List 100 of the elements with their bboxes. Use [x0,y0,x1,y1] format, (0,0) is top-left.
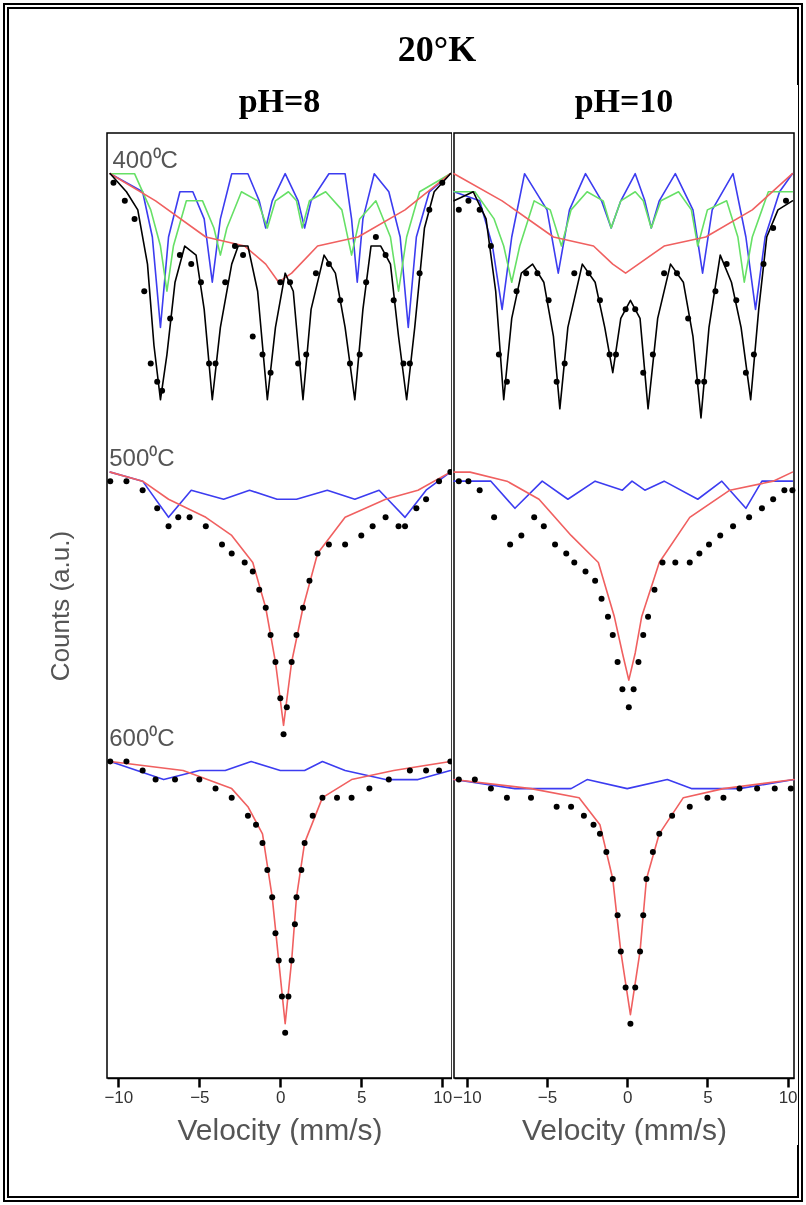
point [123,478,130,485]
point [789,487,796,494]
text: 20°K [396,28,478,70]
point [582,568,589,575]
point [672,559,679,566]
point [382,252,389,259]
point [604,613,611,620]
point [267,631,274,638]
point [406,360,413,367]
point [630,686,637,693]
point [436,478,443,485]
series-label: 500⁰C [109,444,175,472]
point [147,360,154,367]
point [395,523,402,530]
point [487,243,494,250]
point [606,351,613,358]
point [592,577,599,584]
point [400,360,407,367]
point [346,360,353,367]
point [717,532,724,539]
point [585,270,592,277]
point [455,776,462,783]
point [197,279,204,286]
point [107,478,114,485]
point [402,523,409,530]
point [736,785,743,792]
point [356,351,363,358]
point [609,631,616,638]
series-label: 400⁰C [112,145,178,173]
point [139,767,146,774]
point [141,288,148,295]
point [107,758,114,765]
point [439,179,446,186]
point [656,830,663,837]
point [264,867,271,873]
point [325,261,332,268]
point [523,270,530,277]
point [527,794,534,801]
point [503,378,510,385]
point [770,496,777,503]
point [231,243,238,250]
point [196,776,203,783]
point [686,803,693,810]
point [306,577,313,584]
point [643,876,650,883]
point [733,297,740,304]
point [298,867,305,873]
point [531,514,538,521]
point [568,803,575,810]
point [553,378,560,385]
x-tick-label: 0 [622,1087,633,1107]
point [277,279,284,286]
point [649,351,656,358]
point [337,297,344,304]
point [659,559,666,566]
point [706,541,712,548]
y-axis-title: Counts (a.u.) [44,530,75,682]
point [622,984,629,991]
point [366,785,373,792]
point [154,378,161,385]
point [723,261,730,268]
point [206,360,213,367]
point [619,686,626,693]
point [612,351,619,358]
x-tick-label: −10 [104,1087,134,1107]
point [518,532,525,539]
point [309,812,316,819]
point [342,541,349,548]
point [382,514,389,521]
point [455,206,462,213]
point [476,487,483,494]
series-label: 600⁰C [109,724,175,752]
point [249,568,256,575]
point [283,704,290,711]
point [758,505,765,512]
point [730,523,737,530]
point [596,830,603,837]
point [165,523,172,530]
point [222,279,229,286]
point [262,604,269,611]
point [598,595,605,602]
point [571,270,578,277]
point [696,550,703,557]
point [423,767,430,774]
point [507,541,514,548]
point [495,351,502,358]
point [269,894,276,901]
point [212,785,219,792]
point [219,541,225,548]
point [635,659,642,666]
point [553,803,560,810]
point [685,315,692,322]
point [701,378,708,385]
point [358,532,365,539]
point [212,360,219,367]
point [640,912,647,919]
point [771,785,778,792]
point [277,695,284,702]
point [637,948,644,955]
x-tick-label: 5 [357,1087,367,1107]
